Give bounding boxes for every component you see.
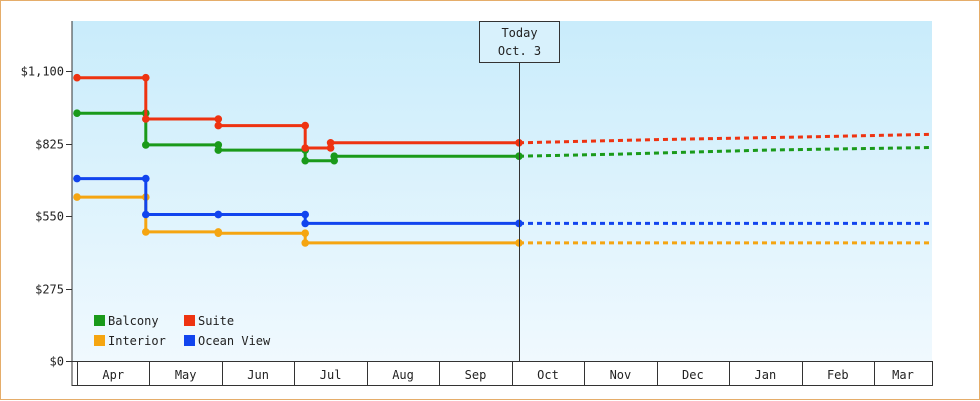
data-point — [301, 229, 310, 237]
data-point — [142, 141, 150, 149]
series-ocean-view — [73, 174, 932, 228]
x-tick-label: Jun — [247, 368, 269, 382]
data-point — [301, 156, 310, 165]
plot-area — [72, 21, 932, 361]
data-point — [142, 228, 150, 236]
data-point — [73, 109, 81, 117]
x-tick-label: May — [175, 368, 197, 382]
legend-label: Ocean View — [198, 334, 271, 348]
today-date: Oct. 3 — [498, 44, 541, 58]
x-tick-label: Jul — [320, 368, 342, 382]
legend-swatch — [184, 335, 195, 346]
data-point — [73, 193, 81, 201]
y-tick-label: $1,100 — [21, 65, 64, 79]
data-point — [142, 73, 150, 82]
legend-swatch — [184, 315, 195, 326]
x-tick-label: Sep — [465, 368, 487, 382]
legend-label: Balcony — [108, 314, 159, 328]
data-point — [214, 141, 223, 149]
x-axis: Apr May Jun Jul Aug Sep Oct Nov Dec Jan Feb Mar — [71, 361, 933, 386]
x-tick-label: Dec — [682, 368, 704, 382]
x-tick-label: Oct — [537, 368, 559, 382]
today-label: Today — [501, 26, 537, 40]
today-label-box — [479, 21, 560, 63]
x-tick-label: Feb — [827, 368, 849, 382]
data-point — [214, 210, 223, 219]
data-point — [214, 115, 223, 123]
y-tick-label: $825 — [35, 138, 64, 152]
data-point — [73, 73, 81, 82]
x-tick-label: Apr — [102, 368, 124, 382]
forecast-line — [518, 132, 933, 145]
x-tick-label: Nov — [610, 368, 632, 382]
series-suite — [73, 73, 933, 152]
data-point — [301, 219, 310, 228]
x-tick-label: Mar — [892, 368, 914, 382]
legend-label: Suite — [198, 314, 234, 328]
y-tick-label: $550 — [35, 210, 64, 224]
forecast-line — [518, 146, 933, 158]
series-group — [73, 73, 933, 247]
data-point — [326, 144, 335, 152]
data-point — [214, 229, 223, 237]
data-point — [214, 121, 223, 130]
legend-swatch — [94, 315, 105, 326]
data-point — [326, 139, 335, 147]
data-point — [142, 115, 150, 123]
data-point — [301, 121, 310, 130]
y-tick-label: $275 — [35, 283, 64, 297]
y-axis: $0 $275 $550 $825 $1,100 — [21, 21, 73, 369]
data-point — [73, 174, 81, 183]
y-tick-label: $0 — [50, 355, 64, 369]
legend-label: Interior — [108, 334, 166, 348]
data-point — [142, 174, 150, 183]
x-tick-label: Aug — [392, 368, 414, 382]
x-tick-label: Jan — [755, 368, 777, 382]
data-point — [330, 152, 339, 160]
data-point — [301, 144, 310, 152]
legend-swatch — [94, 335, 105, 346]
legend: Balcony Suite Interior Ocean View — [94, 314, 271, 348]
data-point — [142, 210, 150, 219]
data-point — [301, 210, 310, 219]
series-balcony — [73, 109, 933, 165]
data-point — [214, 146, 223, 154]
data-point — [301, 239, 310, 247]
today-marker: Today Oct. 3 — [479, 21, 560, 361]
